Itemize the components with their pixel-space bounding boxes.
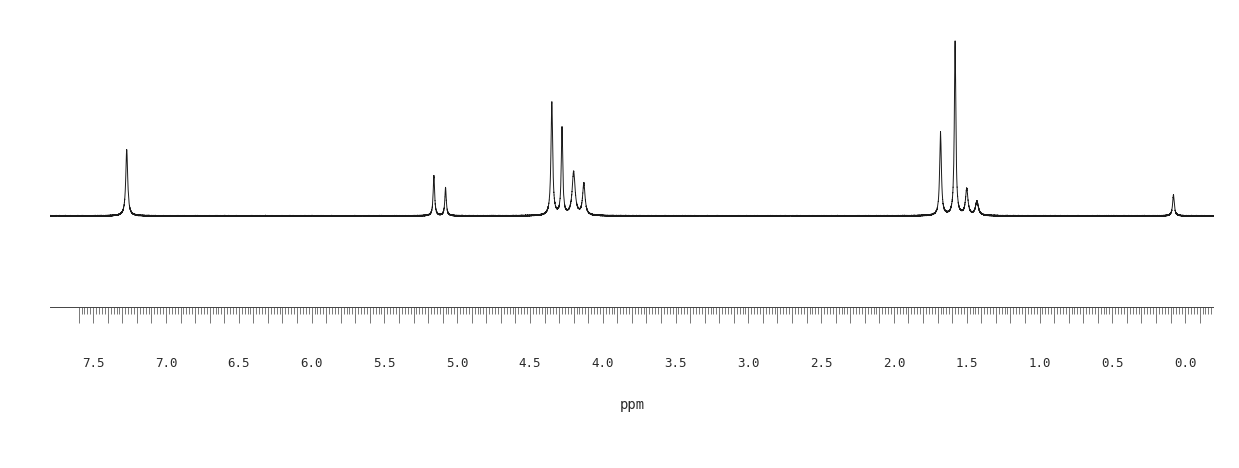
Text: 7.0: 7.0 xyxy=(155,357,177,370)
Text: 5.0: 5.0 xyxy=(446,357,468,370)
Text: ppm: ppm xyxy=(620,398,644,412)
Text: 5.5: 5.5 xyxy=(373,357,395,370)
Text: 7.5: 7.5 xyxy=(82,357,104,370)
Text: 0.5: 0.5 xyxy=(1101,357,1124,370)
Text: 2.0: 2.0 xyxy=(882,357,906,370)
Text: 6.5: 6.5 xyxy=(228,357,250,370)
Text: 3.5: 3.5 xyxy=(664,357,686,370)
Text: 4.0: 4.0 xyxy=(591,357,615,370)
Text: 1.0: 1.0 xyxy=(1028,357,1051,370)
Text: 2.5: 2.5 xyxy=(810,357,833,370)
Text: 4.5: 4.5 xyxy=(519,357,541,370)
Text: 6.0: 6.0 xyxy=(300,357,323,370)
Text: 0.0: 0.0 xyxy=(1173,357,1197,370)
Text: 1.5: 1.5 xyxy=(955,357,978,370)
Text: 3.0: 3.0 xyxy=(737,357,760,370)
